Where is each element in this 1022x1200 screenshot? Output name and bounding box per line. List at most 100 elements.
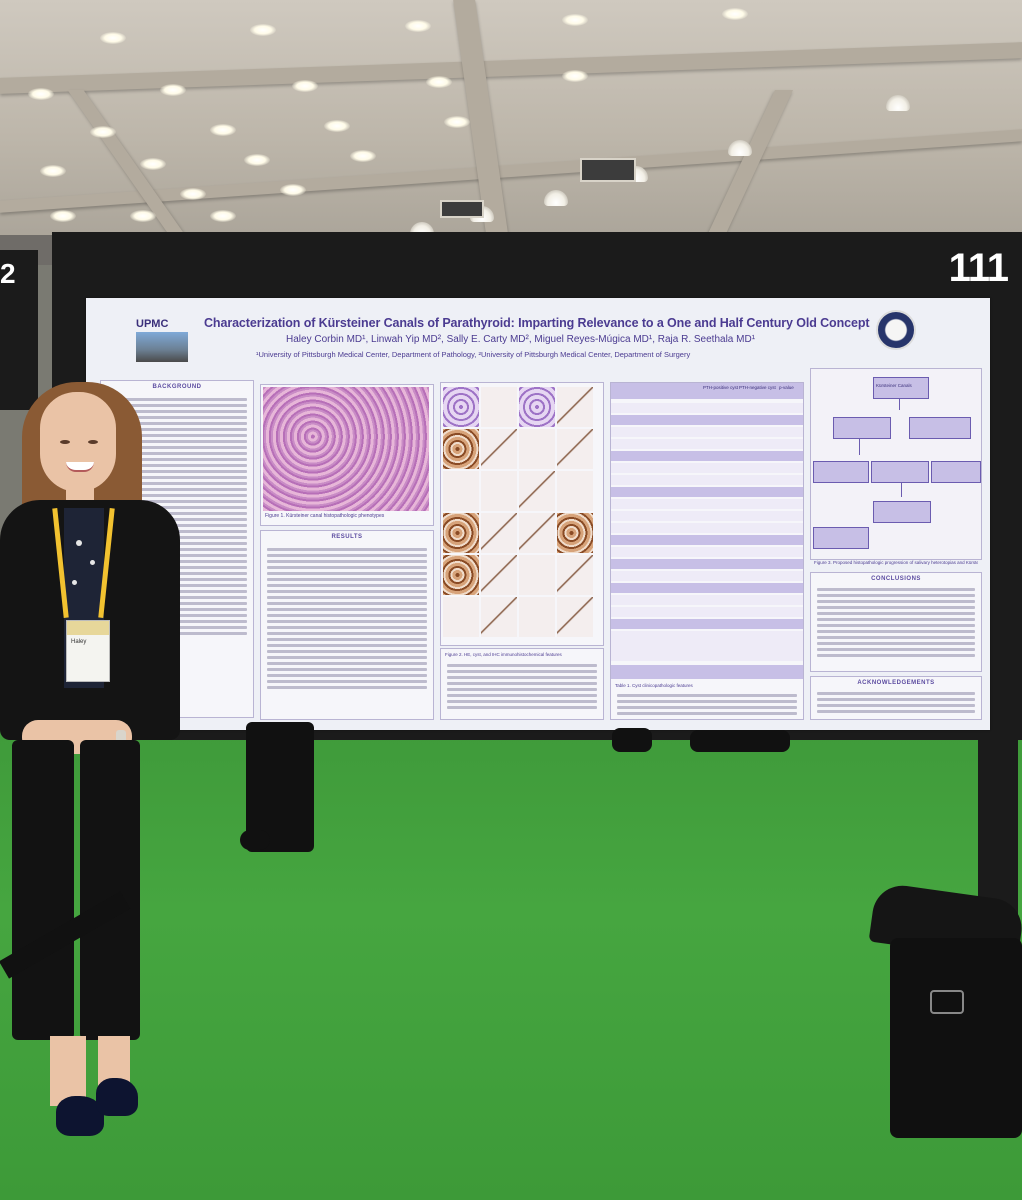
presenter-pants-left: [12, 740, 74, 1040]
ceiling-light: [722, 8, 748, 20]
pendant-light: [544, 190, 568, 206]
results-heading: RESULTS: [331, 534, 363, 540]
table-row: [611, 439, 803, 449]
flow-connector: [859, 439, 860, 455]
ceiling-light: [140, 158, 166, 170]
ceiling-light: [28, 88, 54, 100]
green-carpet: [0, 720, 1022, 1200]
flow-node: [813, 527, 869, 549]
name-badge: Haley: [66, 620, 110, 682]
histology-image: [263, 387, 429, 511]
stain-tile: [443, 597, 479, 637]
table-row: [611, 595, 803, 605]
neighbor-board-number: 2: [0, 258, 16, 289]
table-header: PTH-positive cyst PTH-negative cyst p-va…: [611, 383, 803, 399]
table-1-caption: Table 1. Cyst clinicopathologic features: [615, 683, 693, 688]
background-heading: BACKGROUND: [152, 384, 202, 390]
flow-node: [873, 501, 931, 523]
figure-1-panel: Figure 1. Kürsteiner canal histopatholog…: [260, 384, 434, 526]
bag-body: [890, 938, 1022, 1138]
table-row: [611, 499, 803, 509]
stain-tile: [443, 387, 479, 427]
badge-header: [67, 621, 109, 635]
figure-2-caption: Figure 2. HE, cyst, and IHC immunohistoc…: [445, 652, 562, 657]
ceiling-light: [324, 120, 350, 132]
table-1: PTH-positive cyst PTH-negative cyst p-va…: [610, 382, 804, 720]
figure-3-caption: Figure 3. Proposed histopathologic progr…: [814, 560, 978, 565]
table-row: [611, 535, 803, 545]
stain-tile: [519, 597, 555, 637]
ceiling: [0, 0, 1022, 250]
presenter-smile: [66, 462, 94, 472]
table-row: [611, 559, 803, 569]
presenter-pants-right: [80, 740, 140, 1040]
badge-name: Haley: [71, 639, 87, 645]
stain-tile: [557, 387, 593, 427]
stain-tile: [519, 429, 555, 469]
table-row: [611, 403, 803, 413]
stain-tile: [443, 555, 479, 595]
ceiling-light: [405, 20, 431, 32]
flow-node: [931, 461, 981, 483]
stain-tile: [443, 513, 479, 553]
table-row: [611, 619, 803, 629]
university-seal-icon: [876, 310, 916, 350]
ceiling-light: [180, 188, 206, 200]
flow-node: Kürsteiner Canals: [873, 377, 929, 399]
ceiling-light: [210, 124, 236, 136]
presenter-shoe: [96, 1078, 138, 1116]
presenter-eye: [88, 440, 98, 444]
ceiling-light: [160, 84, 186, 96]
figure-2-panel: [440, 382, 604, 646]
table-row: [611, 571, 803, 581]
presenter-face: [40, 392, 116, 492]
table-header-col: PTH-positive cyst: [703, 385, 739, 390]
stain-tile: [443, 429, 479, 469]
ceiling-light: [426, 76, 452, 88]
stain-tile: [519, 555, 555, 595]
wristwatch: [116, 730, 126, 744]
ceiling-light: [444, 116, 470, 128]
flow-node: [813, 461, 869, 483]
upmc-logo: UPMC: [136, 318, 169, 330]
stain-tile: [519, 387, 555, 427]
table-header-col: PTH-negative cyst: [739, 385, 776, 390]
table-row: [611, 451, 803, 461]
blouse-pattern: [72, 580, 77, 585]
stain-tile: [443, 471, 479, 511]
table-row: [611, 631, 803, 661]
stain-tile: [557, 429, 593, 469]
ceiling-light: [40, 165, 66, 177]
ceiling-light: [100, 32, 126, 44]
ceiling-beam: [67, 90, 189, 240]
table-row: [611, 463, 803, 473]
table-row: [611, 511, 803, 521]
table-row: [611, 583, 803, 593]
pendant-light: [728, 140, 752, 156]
research-poster: UPMC Characterization of Kürsteiner Cana…: [86, 298, 990, 730]
ceiling-light: [90, 126, 116, 138]
conclusions-heading: CONCLUSIONS: [871, 576, 921, 582]
ceiling-light: [244, 154, 270, 166]
acknowledgements-section: ACKNOWLEDGEMENTS: [810, 676, 982, 720]
stain-tile: [481, 429, 517, 469]
figure-2-caption-box: Figure 2. HE, cyst, and IHC immunohistoc…: [440, 648, 604, 720]
background-person-shoe: [612, 728, 652, 752]
stain-tile: [519, 513, 555, 553]
table-row: [611, 415, 803, 425]
stain-tile: [557, 471, 593, 511]
poster-title: Characterization of Kürsteiner Canals of…: [204, 316, 870, 330]
ceiling-vent: [580, 158, 636, 182]
stain-tile: [481, 513, 517, 553]
neighbor-board: 2: [0, 250, 38, 410]
board-number: 111: [948, 246, 1009, 290]
poster-authors: Haley Corbin MD¹, Linwah Yip MD², Sally …: [286, 334, 756, 345]
ceiling-light: [292, 80, 318, 92]
blouse-pattern: [76, 540, 82, 546]
table-row: [611, 607, 803, 617]
ceiling-light: [562, 70, 588, 82]
results-section: RESULTS: [260, 530, 434, 720]
presenter-ankle: [50, 1036, 86, 1106]
stain-tile: [481, 555, 517, 595]
